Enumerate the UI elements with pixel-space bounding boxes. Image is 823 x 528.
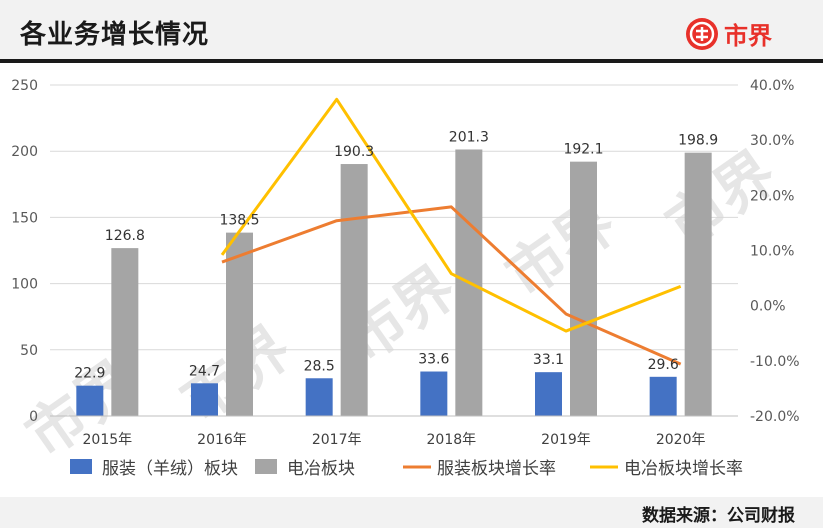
legend: 服装（羊绒）板块 电冶板块 服装板块增长率 电冶板块增长率 [70,459,743,479]
right-axis: -20.0% -10.0% 0.0% 10.0% 20.0% 30.0% 40.0% [750,78,800,425]
legend-label: 服装板块增长率 [437,459,556,479]
bar-data-label: 198.9 [678,133,718,149]
left-axis: 0 50 100 150 200 250 [11,78,38,425]
brand-mark-icon [686,17,718,50]
bar-data-label: 28.5 [304,358,335,374]
legend-label: 电冶板块增长率 [624,459,743,479]
bar-labels: 22.9 24.7 28.5 33.6 33.1 29.6 126.8 138.5 190.3 2… [74,129,718,381]
bar-data-label: 33.1 [533,352,564,368]
series-line [221,205,682,366]
footer: 数据来源：公司财报 [0,497,823,528]
legend-swatch [255,459,277,474]
lines [220,97,682,366]
right-tick-label: 20.0% [750,188,794,204]
left-tick-label: 50 [20,343,38,359]
right-tick-label: -20.0% [750,409,800,425]
bar [340,164,368,416]
right-tick-label: 30.0% [750,133,794,149]
left-tick-label: 0 [29,409,38,425]
bar-data-label: 126.8 [105,228,145,244]
right-tick-label: 40.0% [750,78,794,94]
gridlines [50,84,738,417]
header-divider [0,59,823,63]
bar [535,372,562,416]
x-tick-label: 2016年 [197,432,247,448]
x-tick-label: 2018年 [427,432,477,448]
right-tick-label: 10.0% [750,244,794,260]
bar [684,152,712,416]
x-axis: 2015年 2016年 2017年 2018年 2019年 2020年 [50,415,738,448]
bar [76,385,104,416]
legend-label: 电冶板块 [287,459,355,479]
left-tick-label: 250 [11,78,38,94]
right-tick-label: -10.0% [750,354,800,370]
legend-label: 服装（羊绒）板块 [102,459,238,479]
x-tick-label: 2019年 [541,432,591,448]
brand-logo: 市界 [686,16,772,51]
x-tick-label: 2015年 [83,432,133,448]
bar-data-label: 138.5 [219,213,259,229]
chart-svg: 0 50 100 150 200 250 -20.0% -10.0% 0.0% 10.0% 20.… [11,78,800,479]
bars [76,149,712,416]
bar-data-label: 201.3 [449,129,489,145]
bar-data-label: 190.3 [334,144,374,160]
bar-data-label: 29.6 [648,357,679,373]
left-tick-label: 100 [11,277,38,293]
bar [570,161,597,416]
legend-swatch [70,459,92,474]
bar [226,232,253,416]
bar [111,248,139,416]
bar-data-label: 192.1 [563,142,603,158]
series-line [220,97,682,333]
bar [649,376,677,416]
brand-name: 市界 [724,22,772,50]
bar [420,371,448,416]
left-tick-label: 200 [11,144,38,160]
header: 各业务增长情况 市界 [0,0,823,63]
bar-data-label: 24.7 [189,363,220,379]
bar-data-label: 22.9 [74,366,105,382]
bar [305,378,333,416]
x-tick-label: 2020年 [656,432,706,448]
chart-title: 各业务增长情况 [20,20,210,50]
x-tick-label: 2017年 [312,432,362,448]
bar-data-label: 33.6 [418,352,449,368]
left-tick-label: 150 [11,210,38,226]
bar [191,383,218,416]
right-tick-label: 0.0% [750,299,786,315]
source-note: 数据来源：公司财报 [642,506,795,526]
